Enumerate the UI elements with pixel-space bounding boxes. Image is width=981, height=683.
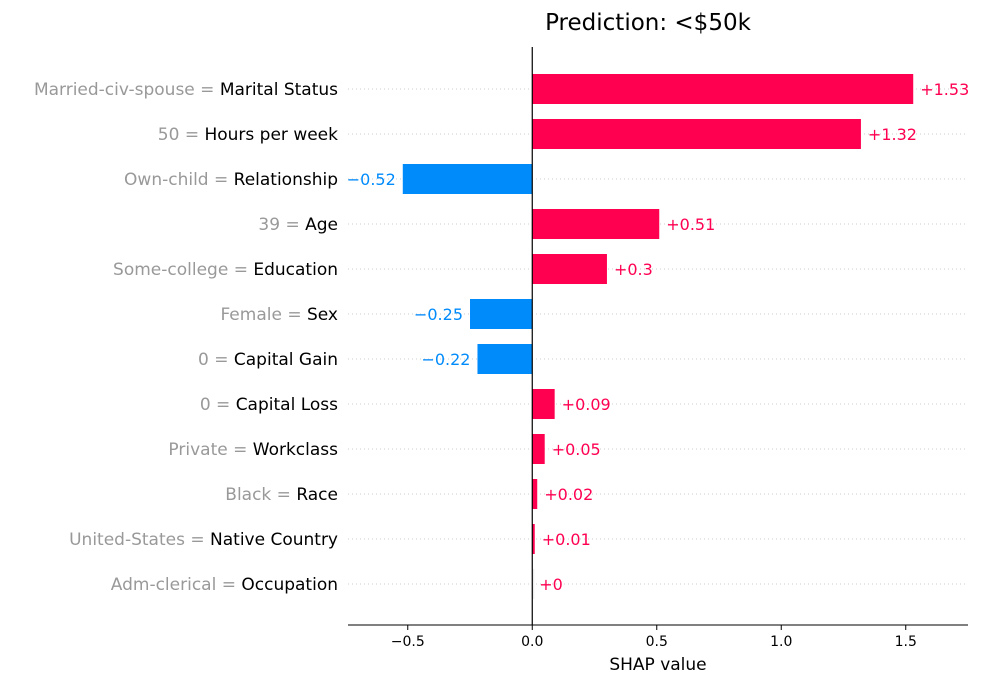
feature-label: 0 = Capital Loss xyxy=(200,395,338,415)
feature-label: Private = Workclass xyxy=(168,440,338,460)
x-tick-label: 0.0 xyxy=(521,634,543,650)
shap-bar xyxy=(402,164,533,194)
feature-value-text: 50 = xyxy=(158,125,205,145)
bar-value-label: +0.01 xyxy=(542,530,591,549)
feature-label: Some-college = Education xyxy=(113,260,338,280)
feature-name-text: Workclass xyxy=(253,440,338,460)
feature-value-text: Female = xyxy=(220,305,307,325)
x-axis-label: SHAP value xyxy=(609,655,706,675)
chart-title: Prediction: <$50k xyxy=(545,10,751,36)
bar-value-label: +0.09 xyxy=(562,395,611,414)
feature-labels: Married-civ-spouse = Marital Status 50 = … xyxy=(34,80,338,595)
shap-bar xyxy=(532,569,535,599)
bar-value-label: +0 xyxy=(539,575,563,594)
x-tick-label: 1.0 xyxy=(770,634,792,650)
feature-label: Female = Sex xyxy=(220,305,338,325)
bar-value-label: +0.51 xyxy=(666,215,715,234)
feature-value-text: Black = xyxy=(225,485,296,505)
feature-label: United-States = Native Country xyxy=(69,530,338,550)
bar-value-label: +0.3 xyxy=(614,260,653,279)
feature-name-text: Native Country xyxy=(210,530,338,550)
bar-value-label: −0.22 xyxy=(421,350,470,369)
feature-name-text: Sex xyxy=(307,305,338,325)
feature-value-text: 0 = xyxy=(198,350,234,370)
feature-value-text: Private = xyxy=(168,440,252,460)
bar-value-label: +0.02 xyxy=(544,485,593,504)
feature-name-text: Capital Loss xyxy=(236,395,338,415)
feature-label: 0 = Capital Gain xyxy=(198,350,338,370)
x-tick-label: −0.5 xyxy=(391,634,425,650)
shap-bar xyxy=(532,209,660,239)
feature-name-text: Education xyxy=(253,260,338,280)
feature-value-text: 39 = xyxy=(258,215,305,235)
feature-name-text: Age xyxy=(305,215,338,235)
x-tick-label: 0.5 xyxy=(646,634,668,650)
feature-label: Own-child = Relationship xyxy=(124,170,338,190)
feature-value-text: Some-college = xyxy=(113,260,253,280)
bar-value-label: +1.53 xyxy=(920,80,969,99)
shap-bar xyxy=(532,389,555,419)
feature-name-text: Capital Gain xyxy=(234,350,338,370)
feature-name-text: Race xyxy=(296,485,338,505)
feature-name-text: Occupation xyxy=(241,575,338,595)
shap-bar xyxy=(532,524,535,554)
bar-value-label: −0.52 xyxy=(347,170,396,189)
feature-label: Adm-clerical = Occupation xyxy=(111,575,338,595)
grid-layer xyxy=(348,88,968,585)
shap-bar xyxy=(532,434,545,464)
feature-value-text: Married-civ-spouse = xyxy=(34,80,220,100)
feature-value-text: United-States = xyxy=(69,530,210,550)
shap-bar xyxy=(477,344,533,374)
feature-label: Married-civ-spouse = Marital Status xyxy=(34,80,338,100)
shap-bar xyxy=(532,74,914,104)
shap-bar xyxy=(532,479,538,509)
feature-value-text: Own-child = xyxy=(124,170,234,190)
feature-name-text: Relationship xyxy=(234,170,338,190)
bar-value-label: +0.05 xyxy=(552,440,601,459)
bars-layer: +1.53 +1.32 −0.52 +0.51 +0.3 −0.25 −0.22 +0.09 +… xyxy=(347,74,969,599)
feature-name-text: Marital Status xyxy=(220,80,338,100)
feature-name-text: Hours per week xyxy=(204,125,338,145)
feature-label: 50 = Hours per week xyxy=(158,125,338,145)
feature-label: Black = Race xyxy=(225,485,338,505)
x-axis: −0.5 0.0 0.5 1.0 1.5 xyxy=(348,47,968,650)
shap-bar xyxy=(532,119,861,149)
shap-bar xyxy=(532,254,607,284)
bar-value-label: −0.25 xyxy=(414,305,463,324)
feature-value-text: 0 = xyxy=(200,395,236,415)
feature-value-text: Adm-clerical = xyxy=(111,575,242,595)
feature-label: 39 = Age xyxy=(258,215,338,235)
shap-bar xyxy=(470,299,533,329)
x-tick-label: 1.5 xyxy=(895,634,917,650)
bar-value-label: +1.32 xyxy=(868,125,917,144)
